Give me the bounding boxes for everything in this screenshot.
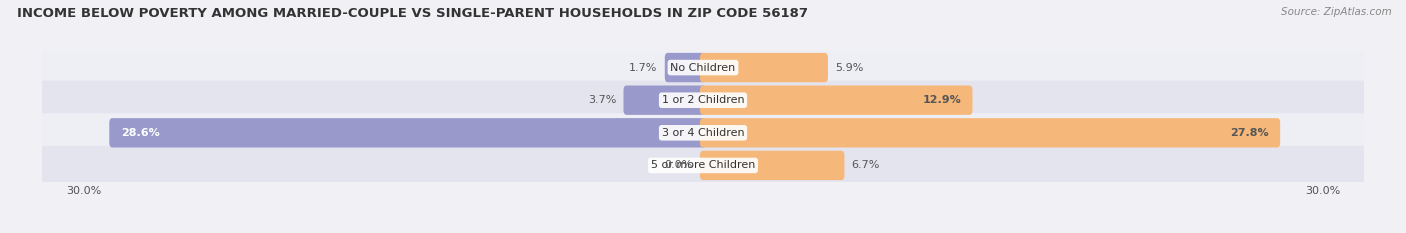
Text: 12.9%: 12.9% [922, 95, 962, 105]
FancyBboxPatch shape [700, 118, 1281, 147]
Text: 28.6%: 28.6% [121, 128, 159, 138]
FancyBboxPatch shape [700, 151, 845, 180]
FancyBboxPatch shape [700, 53, 828, 82]
Text: Source: ZipAtlas.com: Source: ZipAtlas.com [1281, 7, 1392, 17]
Text: 0.0%: 0.0% [665, 161, 693, 170]
FancyBboxPatch shape [665, 53, 706, 82]
Text: 5.9%: 5.9% [835, 63, 863, 72]
FancyBboxPatch shape [41, 48, 1365, 87]
FancyBboxPatch shape [41, 113, 1365, 152]
Text: 3.7%: 3.7% [588, 95, 616, 105]
Text: 1 or 2 Children: 1 or 2 Children [662, 95, 744, 105]
FancyBboxPatch shape [41, 81, 1365, 120]
Text: 1.7%: 1.7% [630, 63, 658, 72]
Text: 5 or more Children: 5 or more Children [651, 161, 755, 170]
Text: 27.8%: 27.8% [1230, 128, 1268, 138]
Text: No Children: No Children [671, 63, 735, 72]
Text: 3 or 4 Children: 3 or 4 Children [662, 128, 744, 138]
FancyBboxPatch shape [41, 146, 1365, 185]
Text: INCOME BELOW POVERTY AMONG MARRIED-COUPLE VS SINGLE-PARENT HOUSEHOLDS IN ZIP COD: INCOME BELOW POVERTY AMONG MARRIED-COUPL… [17, 7, 808, 20]
FancyBboxPatch shape [110, 118, 706, 147]
FancyBboxPatch shape [700, 86, 973, 115]
Text: 6.7%: 6.7% [852, 161, 880, 170]
FancyBboxPatch shape [623, 86, 706, 115]
